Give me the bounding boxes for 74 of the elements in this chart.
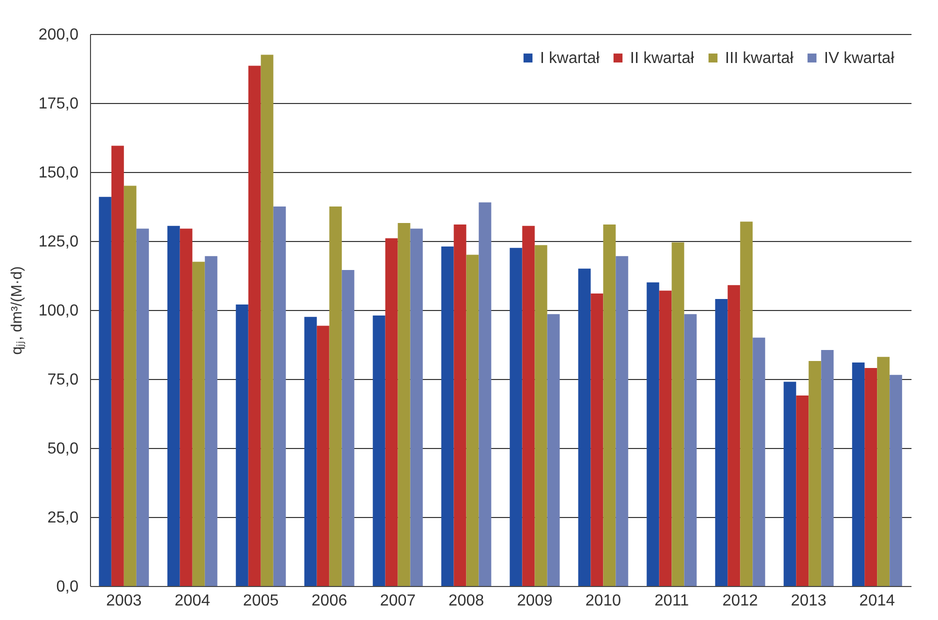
x-tick-label: 2010	[585, 592, 622, 610]
legend-label: III kwartał	[725, 50, 794, 67]
x-tick-label: 2009	[516, 592, 553, 610]
legend-label: IV kwartał	[824, 50, 895, 67]
y-tick-label: 0,0	[56, 578, 79, 596]
bar	[808, 361, 822, 586]
bar	[864, 368, 878, 586]
bar	[466, 254, 479, 586]
y-tick-label: 200,0	[38, 26, 79, 44]
bar	[590, 293, 604, 586]
bar	[248, 66, 261, 586]
bar	[98, 196, 112, 586]
bar	[342, 270, 354, 586]
bar	[192, 262, 205, 586]
bar	[672, 242, 684, 586]
y-axis-title: qⱼⱼ, dm³/(M·d)	[8, 266, 26, 355]
bar	[304, 316, 317, 586]
bar	[728, 285, 740, 586]
x-tick-label: 2005	[243, 592, 279, 610]
bar	[136, 228, 149, 586]
bar	[180, 228, 192, 586]
bar	[821, 350, 834, 586]
bar	[329, 206, 342, 586]
bar	[547, 314, 560, 586]
x-tick-label: 2004	[174, 592, 210, 610]
bar	[204, 256, 218, 586]
y-tick-label: 125,0	[38, 234, 79, 250]
bar	[167, 226, 180, 586]
bar	[410, 228, 423, 586]
legend-label: I kwartał	[540, 50, 600, 67]
bar	[236, 304, 248, 586]
bar	[522, 226, 535, 586]
bar	[603, 224, 616, 586]
bar	[260, 54, 274, 586]
y-tick-label: 100,0	[38, 302, 79, 320]
bar	[715, 298, 728, 586]
bar	[659, 290, 672, 586]
bar	[752, 338, 766, 586]
bar	[646, 282, 660, 586]
bar	[441, 246, 454, 586]
bar	[534, 245, 548, 586]
bar	[616, 256, 628, 586]
bar	[398, 223, 410, 586]
x-tick-label: 2012	[722, 592, 758, 610]
x-tick-label: 2006	[312, 592, 348, 610]
y-tick-label: 25,0	[47, 510, 79, 526]
x-tick-label: 2011	[654, 592, 689, 610]
x-tick-label: 2014	[859, 592, 896, 610]
bar	[877, 356, 890, 586]
bar	[796, 396, 809, 586]
bar	[454, 224, 466, 586]
x-tick-label: 2008	[448, 592, 484, 610]
bar	[740, 222, 753, 586]
bar	[578, 268, 591, 586]
x-tick-label: 2007	[380, 592, 416, 610]
legend-label: II kwartał	[630, 50, 694, 67]
y-tick-label: 175,0	[38, 96, 79, 112]
bar	[478, 202, 492, 586]
bar	[111, 146, 124, 586]
bar	[684, 314, 697, 586]
bar	[273, 206, 286, 586]
bar	[852, 362, 865, 586]
x-tick-label: 2003	[106, 592, 142, 610]
bar	[385, 238, 398, 586]
bar	[316, 326, 330, 586]
x-tick-label: 2013	[790, 592, 827, 610]
y-tick-label: 50,0	[47, 440, 79, 458]
bar	[372, 316, 386, 586]
bar	[510, 248, 522, 586]
bar	[784, 382, 796, 586]
y-tick-label: 75,0	[47, 372, 79, 388]
bar	[890, 374, 902, 586]
bar	[124, 186, 136, 586]
y-tick-label: 150,0	[38, 164, 79, 182]
